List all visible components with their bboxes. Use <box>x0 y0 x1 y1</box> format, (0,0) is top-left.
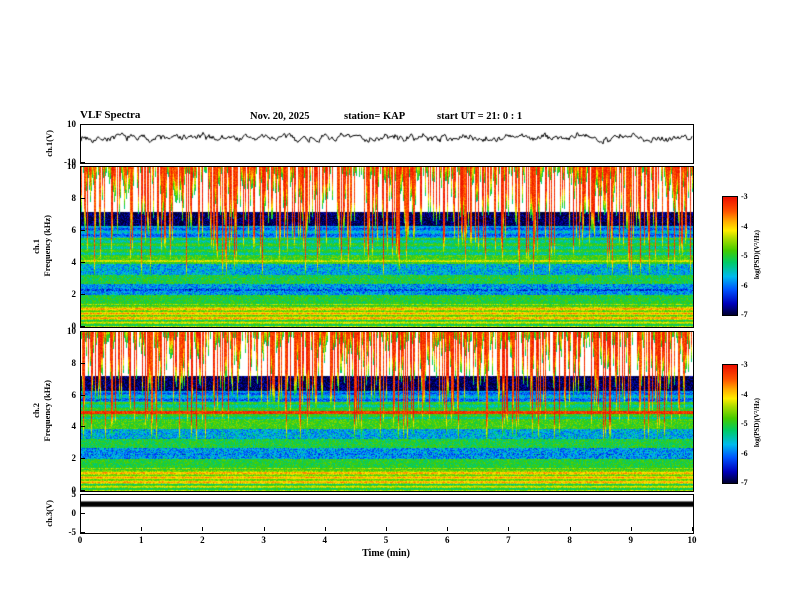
x-tick-mark <box>569 527 571 531</box>
x-tick-mark <box>692 527 693 531</box>
y-tick-mark <box>81 362 85 364</box>
y-tick-label: 8 <box>71 357 77 368</box>
y-tick-mark <box>81 262 85 263</box>
ch1-waveform-panel <box>80 124 694 164</box>
x-tick-label: 2 <box>200 535 205 545</box>
header-date: Nov. 20, 2025 <box>250 111 310 122</box>
y-tick-label: 0 <box>71 508 77 518</box>
y-tick-label: 2 <box>71 289 77 299</box>
colorbar-tick-label: -6 <box>741 280 748 290</box>
y-tick-mark <box>81 294 85 295</box>
y-tick-label: 0 <box>71 485 77 495</box>
colorbar-tick-label: -7 <box>741 310 748 319</box>
y-tick-label: -10 <box>64 157 76 167</box>
y-tick-mark <box>81 490 85 491</box>
colorbar-ch2 <box>722 364 738 484</box>
colorbar-ch1 <box>722 196 738 316</box>
x-tick-label: 1 <box>138 535 144 545</box>
ch3-bar-panel <box>80 494 694 534</box>
colorbar-tick-label: -5 <box>741 251 748 260</box>
y-tick-mark <box>81 394 85 396</box>
ch2-frequency-axis-label: ch.2 Frequency (kHz) <box>28 331 54 490</box>
y-tick-mark <box>81 124 85 125</box>
ch1-spectrogram-panel <box>80 166 694 328</box>
y-tick-label: 10 <box>67 119 76 129</box>
ch2-axis-label-line1: ch.2 <box>30 403 41 418</box>
y-tick-mark <box>81 331 85 332</box>
y-tick-label: -5 <box>68 527 77 537</box>
ch1-frequency-axis-label: ch.1 Frequency (kHz) <box>28 166 54 326</box>
x-tick-label: 3 <box>261 535 266 545</box>
x-tick-mark <box>508 527 510 531</box>
x-tick-label: 0 <box>77 535 83 545</box>
x-tick-mark <box>80 527 81 531</box>
x-tick-label: 10 <box>687 535 697 545</box>
header-station: station= KAP <box>344 111 406 122</box>
y-tick-label: 6 <box>71 225 77 235</box>
y-tick-label: 4 <box>71 257 77 267</box>
x-axis-label: Time (min) <box>362 548 410 559</box>
y-tick-mark <box>81 532 85 533</box>
y-tick-mark <box>81 326 85 327</box>
x-tick-label: 5 <box>383 535 389 545</box>
x-tick-label: 9 <box>628 535 634 545</box>
y-tick-label: 6 <box>71 389 77 400</box>
y-tick-mark <box>81 162 85 163</box>
x-tick-mark <box>202 527 204 531</box>
ch1-voltage-axis-label-text: ch.1(V) <box>44 129 54 157</box>
figure-title: VLF Spectra <box>80 109 141 121</box>
y-tick-label: 8 <box>71 193 77 203</box>
ch2-spectrogram-panel <box>80 331 694 492</box>
x-tick-mark <box>141 527 143 531</box>
colorbar-tick-label: -7 <box>741 478 748 487</box>
colorbar-tick-label: -4 <box>741 221 748 231</box>
y-tick-label: 5 <box>71 489 77 499</box>
x-tick-mark <box>386 527 387 531</box>
y-tick-mark <box>81 426 85 428</box>
colorbar-tick-label: -3 <box>741 192 748 201</box>
x-tick-mark <box>263 527 265 531</box>
y-tick-label: 2 <box>71 453 77 464</box>
x-tick-label: 6 <box>444 535 450 545</box>
y-tick-mark <box>81 230 85 231</box>
colorbar-tick-label: -6 <box>741 448 748 458</box>
colorbar-tick-label: -3 <box>741 360 748 369</box>
x-tick-mark <box>447 527 449 531</box>
y-tick-mark <box>81 494 85 495</box>
x-tick-mark <box>324 527 326 531</box>
y-tick-label: 10 <box>67 326 76 336</box>
y-tick-label: 4 <box>71 421 77 432</box>
colorbar-tick-label: -4 <box>741 389 748 399</box>
y-tick-mark <box>81 458 85 460</box>
header-start-ut: start UT = 21: 0 : 1 <box>437 111 523 122</box>
x-tick-label: 8 <box>567 535 572 545</box>
x-tick-label: 7 <box>506 535 511 545</box>
colorbar-tick-label: -5 <box>741 419 748 428</box>
y-tick-label: 10 <box>67 161 76 171</box>
x-tick-label: 4 <box>322 535 328 545</box>
y-tick-label: 0 <box>71 321 77 331</box>
y-tick-mark <box>81 166 85 167</box>
x-tick-mark <box>630 527 632 531</box>
ch1-axis-label-line1: ch.1 <box>30 238 41 254</box>
y-tick-mark <box>81 513 85 514</box>
y-tick-mark <box>81 198 85 199</box>
